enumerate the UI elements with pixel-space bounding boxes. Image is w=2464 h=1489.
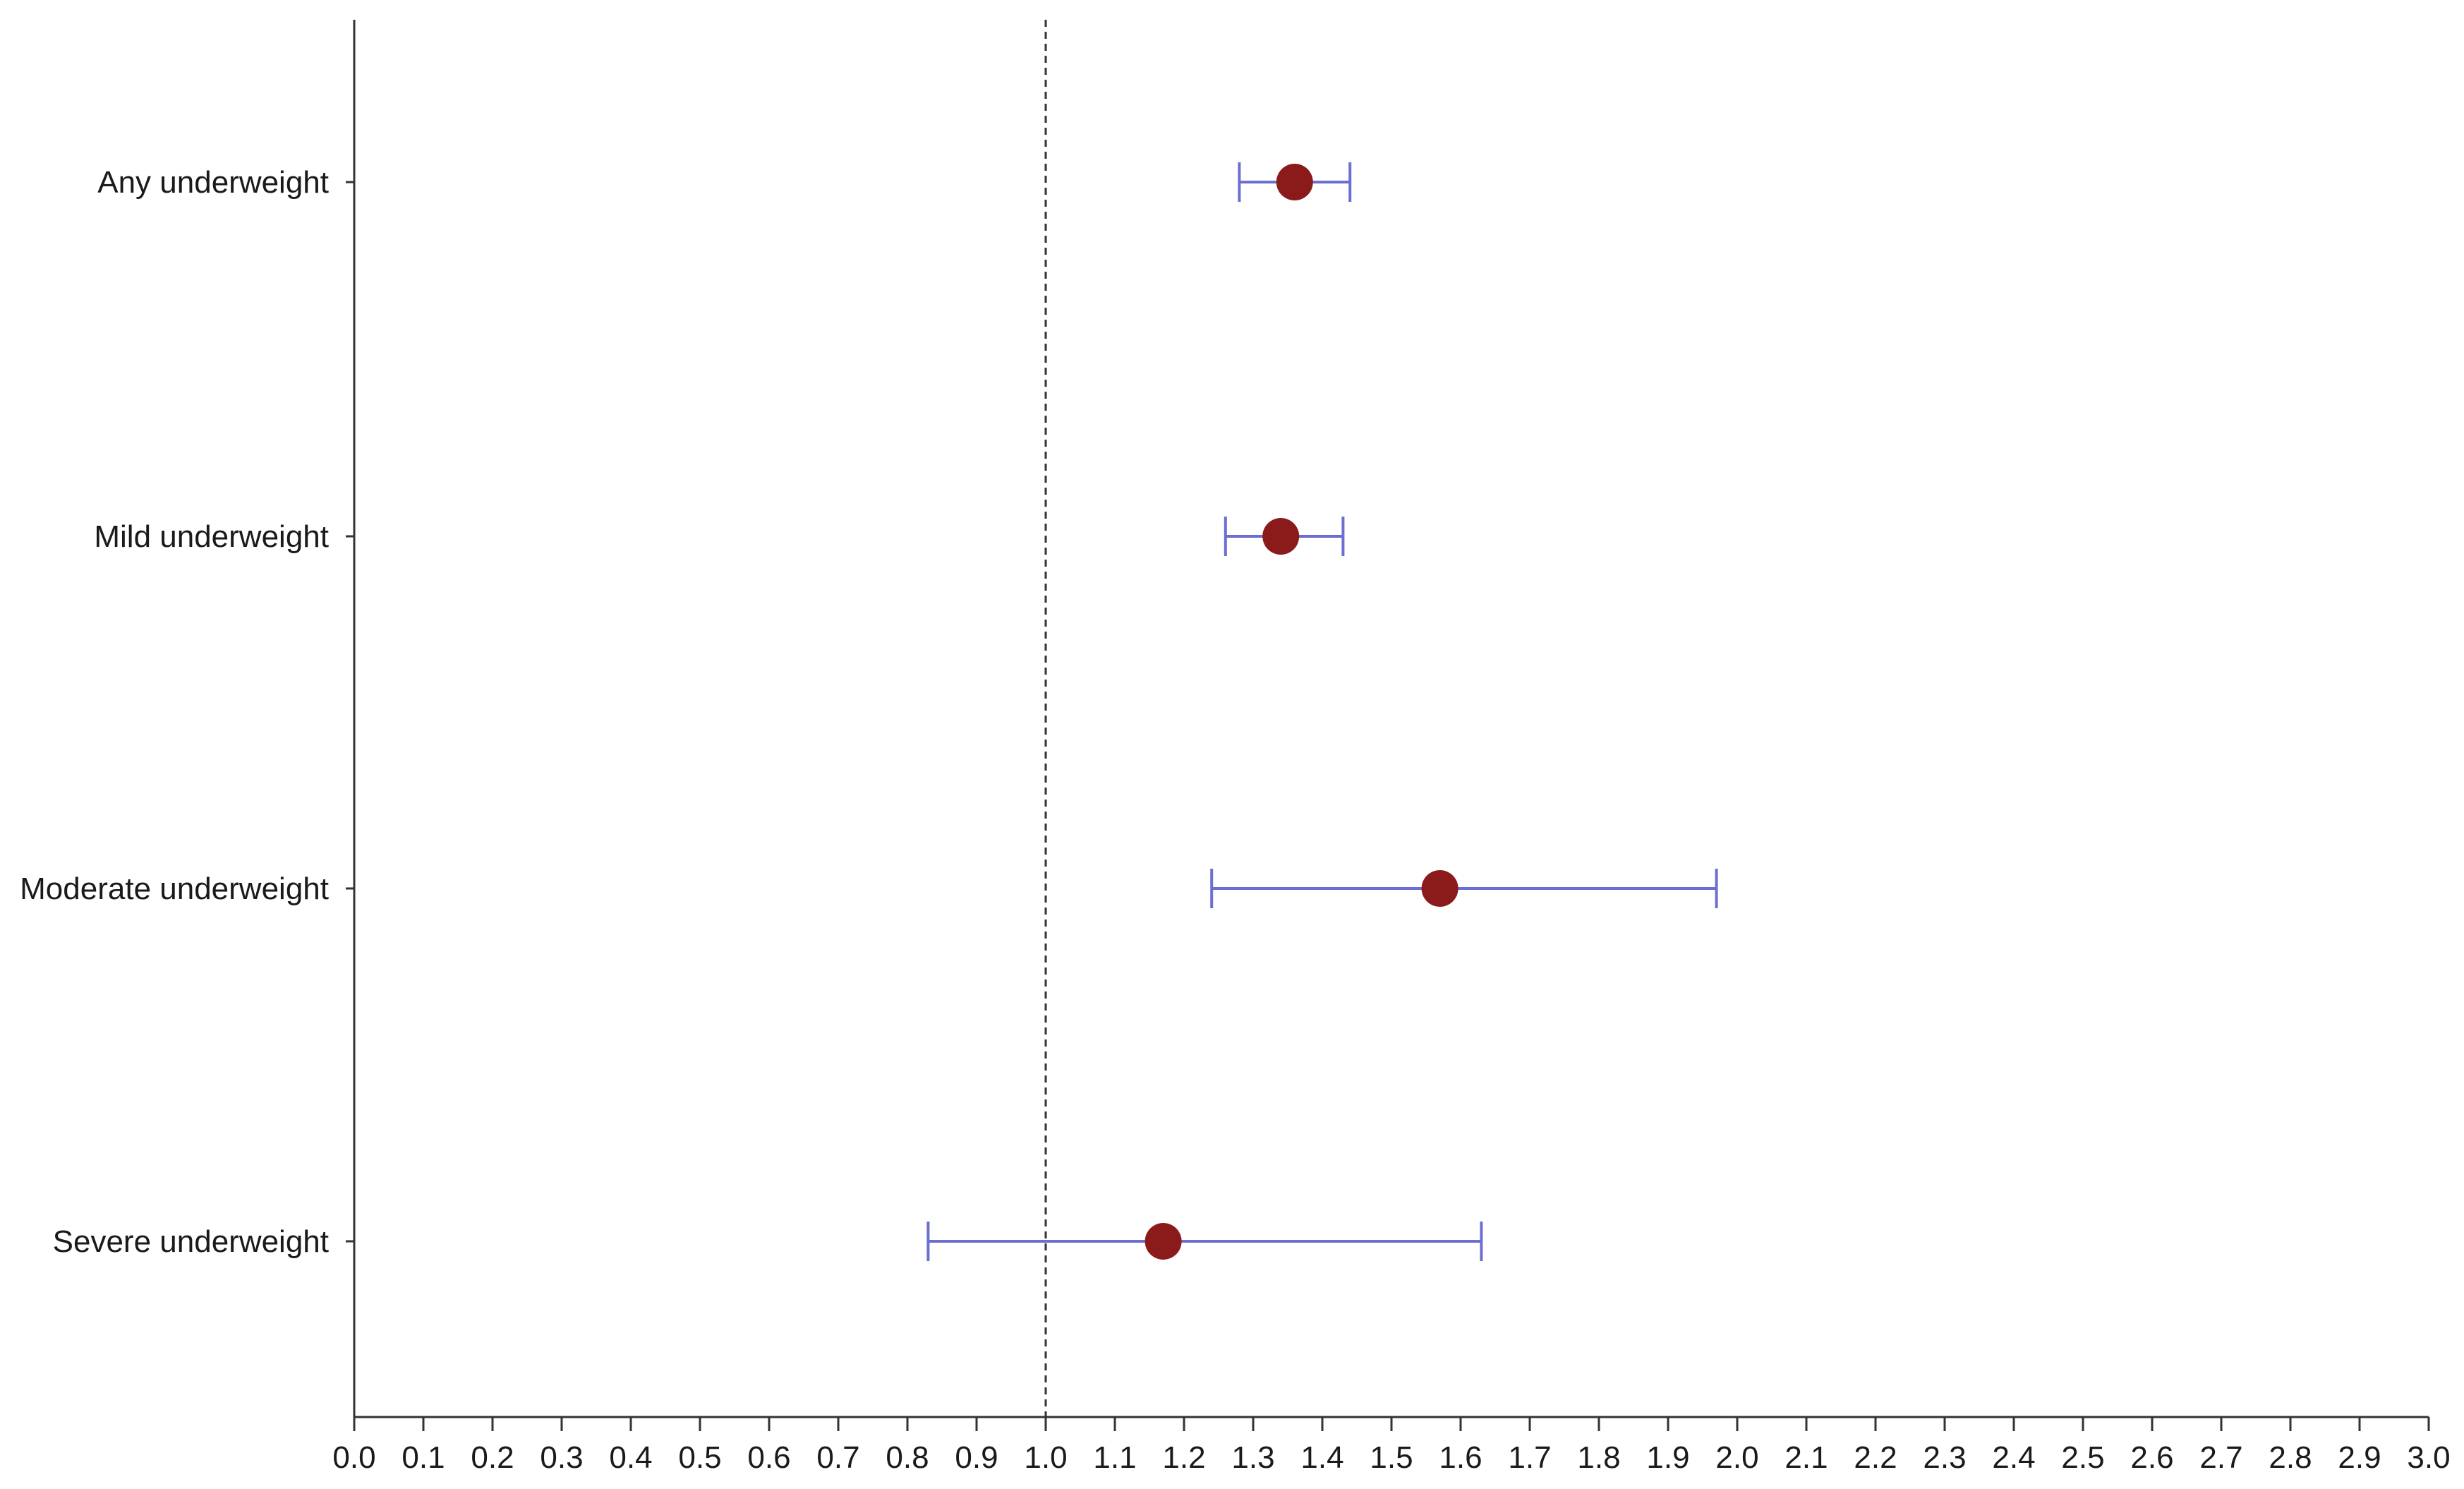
- x-tick-label: 0.4: [609, 1440, 652, 1475]
- x-tick-label: 1.4: [1300, 1440, 1343, 1475]
- x-tick-label: 2.5: [2061, 1440, 2104, 1475]
- x-tick-label: 0.0: [332, 1440, 375, 1475]
- estimate-point: [1276, 164, 1313, 200]
- x-tick-label: 3.0: [2407, 1440, 2450, 1475]
- category-label: Severe underweight: [53, 1224, 329, 1259]
- x-tick-label: 2.8: [2269, 1440, 2312, 1475]
- estimate-point: [1145, 1223, 1182, 1260]
- x-tick-label: 2.3: [1923, 1440, 1966, 1475]
- x-tick-label: 1.1: [1093, 1440, 1136, 1475]
- x-tick-label: 0.5: [678, 1440, 721, 1475]
- x-tick-label: 0.8: [886, 1440, 929, 1475]
- x-tick-label: 1.6: [1439, 1440, 1482, 1475]
- x-tick-label: 1.2: [1162, 1440, 1205, 1475]
- x-tick-label: 1.0: [1024, 1440, 1067, 1475]
- x-tick-label: 1.3: [1231, 1440, 1274, 1475]
- x-tick-label: 2.1: [1784, 1440, 1828, 1475]
- x-tick-label: 1.9: [1646, 1440, 1689, 1475]
- plot-area: 0.0 0.1 0.2 0.3 0.4 0.5 0.6 0.7 0.8 0.9 1.0 1.1 1.2 1…: [20, 20, 2451, 1475]
- x-tick-label: 2.7: [2199, 1440, 2242, 1475]
- x-tick-label: 0.3: [540, 1440, 583, 1475]
- x-tick-label: 1.7: [1508, 1440, 1551, 1475]
- x-tick-label: 0.2: [471, 1440, 514, 1475]
- category-label: Mild underweight: [94, 519, 329, 554]
- category-label: Moderate underweight: [20, 872, 329, 906]
- x-tick-label: 0.1: [401, 1440, 445, 1475]
- x-tick-label: 2.0: [1715, 1440, 1758, 1475]
- estimate-point: [1262, 518, 1300, 555]
- x-tick-label: 1.8: [1577, 1440, 1620, 1475]
- x-tick-label: 2.4: [1992, 1440, 2035, 1475]
- x-tick-label: 0.6: [747, 1440, 790, 1475]
- x-tick-label: 1.5: [1370, 1440, 1413, 1475]
- x-tick-label: 2.9: [2338, 1440, 2381, 1475]
- x-tick-label: 2.2: [1854, 1440, 1897, 1475]
- category-label: Any underweight: [97, 165, 329, 200]
- x-tick-label: 0.9: [955, 1440, 998, 1475]
- x-tick-label: 0.7: [816, 1440, 859, 1475]
- estimate-point: [1421, 870, 1459, 907]
- x-tick-label: 2.6: [2130, 1440, 2173, 1475]
